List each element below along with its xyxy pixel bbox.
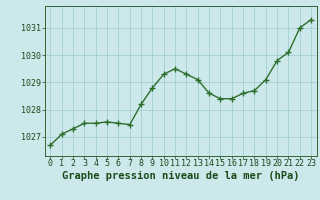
X-axis label: Graphe pression niveau de la mer (hPa): Graphe pression niveau de la mer (hPa) [62,171,300,181]
